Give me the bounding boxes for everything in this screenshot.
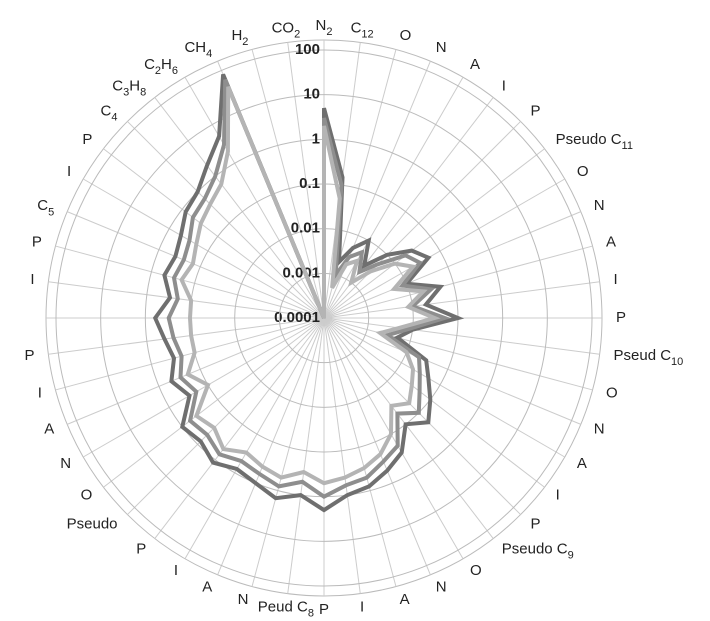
category-label: I	[38, 385, 42, 402]
spoke	[323, 317, 566, 458]
category-label: P	[24, 347, 34, 364]
spoke	[323, 317, 545, 488]
category-label: P	[319, 601, 329, 618]
category-label: H2	[231, 27, 248, 48]
category-label: A	[606, 233, 616, 250]
spoke	[127, 121, 325, 319]
spoke	[323, 317, 464, 560]
y-tick-label: 0.001	[282, 264, 320, 281]
spoke	[287, 317, 325, 594]
category-label: A	[44, 421, 54, 438]
category-label: C2H6	[144, 56, 178, 77]
grid-ring	[55, 49, 593, 587]
spoke	[323, 317, 582, 425]
category-label: C4	[101, 102, 118, 123]
spoke	[323, 317, 600, 355]
category-label: Pseudo	[67, 515, 118, 532]
spoke	[154, 317, 325, 539]
spoke	[323, 148, 545, 319]
category-label: A	[202, 579, 212, 596]
category-label: C5	[37, 197, 54, 218]
spoke	[127, 317, 325, 515]
category-label: P	[82, 131, 92, 148]
spoke	[323, 317, 593, 391]
spoke	[154, 97, 325, 319]
spoke	[55, 317, 325, 391]
series-line	[166, 78, 451, 500]
spoke	[184, 76, 325, 319]
category-label: I	[30, 271, 34, 288]
spoke	[251, 49, 325, 319]
spoke	[323, 317, 361, 594]
spoke	[323, 121, 521, 319]
y-tick-label: 0.01	[291, 220, 320, 237]
category-label: O	[470, 562, 482, 579]
category-label: Peud C8	[258, 598, 314, 619]
category-label: O	[577, 163, 589, 180]
category-label: O	[606, 385, 618, 402]
category-label: N2	[316, 17, 333, 38]
spoke	[103, 317, 325, 488]
spoke	[323, 178, 566, 319]
spoke	[323, 211, 582, 319]
category-label: N	[436, 39, 447, 56]
category-label: N	[60, 455, 71, 472]
category-label: O	[81, 487, 93, 504]
spoke	[217, 317, 325, 576]
spoke	[184, 317, 325, 560]
y-tick-label: 100	[295, 41, 320, 58]
series-line	[179, 86, 441, 486]
spoke	[323, 281, 600, 319]
y-tick-label: 0.0001	[274, 309, 320, 326]
category-label: P	[616, 309, 626, 326]
category-label: I	[556, 487, 560, 504]
y-tick-label: 1	[312, 130, 320, 147]
spoke	[48, 317, 325, 355]
series-line	[152, 73, 465, 513]
category-label: Pseudo C11	[556, 131, 633, 152]
spoke	[82, 178, 325, 319]
category-label: C3H8	[112, 77, 146, 98]
category-label: A	[470, 56, 480, 73]
category-label: P	[530, 515, 540, 532]
spoke	[323, 317, 521, 515]
y-tick-label: 10	[303, 86, 320, 103]
category-label: C12	[351, 19, 374, 40]
category-label: N	[436, 579, 447, 596]
spoke	[323, 317, 494, 539]
spoke	[323, 76, 464, 319]
spoke	[323, 317, 397, 587]
spoke	[48, 281, 325, 319]
category-label: I	[614, 271, 618, 288]
category-label: N	[238, 591, 249, 608]
category-label: A	[400, 591, 410, 608]
category-label: Pseudo C9	[502, 541, 574, 562]
spoke	[251, 317, 325, 587]
category-label: I	[360, 598, 364, 615]
category-label: I	[67, 163, 71, 180]
spoke	[66, 317, 325, 425]
category-label: P	[136, 541, 146, 558]
category-label: CO2	[272, 19, 301, 40]
category-label: A	[577, 455, 587, 472]
spoke	[82, 317, 325, 458]
y-tick-label: 0.1	[299, 175, 320, 192]
spoke	[323, 317, 431, 576]
category-label: Pseud C10	[614, 347, 684, 368]
category-label: N	[594, 197, 605, 214]
category-label: O	[400, 27, 412, 44]
category-label: CH4	[184, 39, 212, 60]
category-label: P	[530, 102, 540, 119]
grid-ring	[100, 94, 548, 542]
spoke	[103, 148, 325, 319]
spoke	[66, 211, 325, 319]
spoke	[323, 245, 593, 319]
category-label: P	[32, 233, 42, 250]
category-label: I	[502, 77, 506, 94]
category-label: I	[174, 562, 178, 579]
category-label: N	[594, 421, 605, 438]
spoke	[55, 245, 325, 319]
spoke	[287, 42, 325, 319]
